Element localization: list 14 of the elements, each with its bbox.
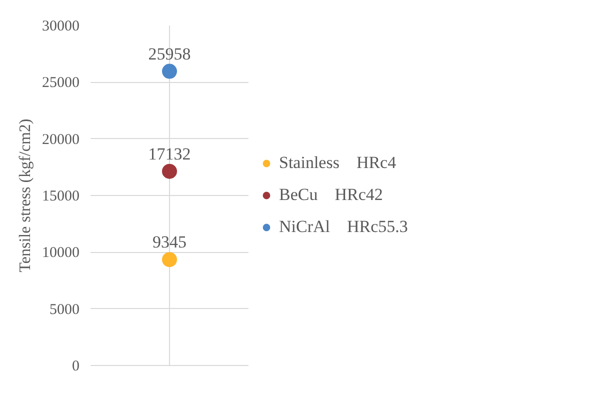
data-label: 25958 — [148, 44, 191, 64]
y-tick-label: 20000 — [42, 132, 80, 148]
y-tick-label: 15000 — [42, 188, 80, 204]
data-label: 17132 — [148, 144, 191, 164]
y-tick-label: 30000 — [42, 18, 80, 34]
legend-label: BeCu HRc42 — [279, 185, 383, 205]
data-label: 9345 — [152, 232, 186, 252]
legend-label: Stainless HRc4 — [279, 153, 396, 173]
y-tick-label: 0 — [72, 358, 80, 374]
y-axis-title: Tensile stress (kgf/cm2) — [17, 118, 34, 272]
legend-label: NiCrAl HRc55.3 — [279, 217, 408, 237]
y-tick-label: 5000 — [50, 302, 80, 318]
y-tick-label: 10000 — [42, 245, 80, 262]
y-tick-label: 25000 — [42, 75, 80, 92]
